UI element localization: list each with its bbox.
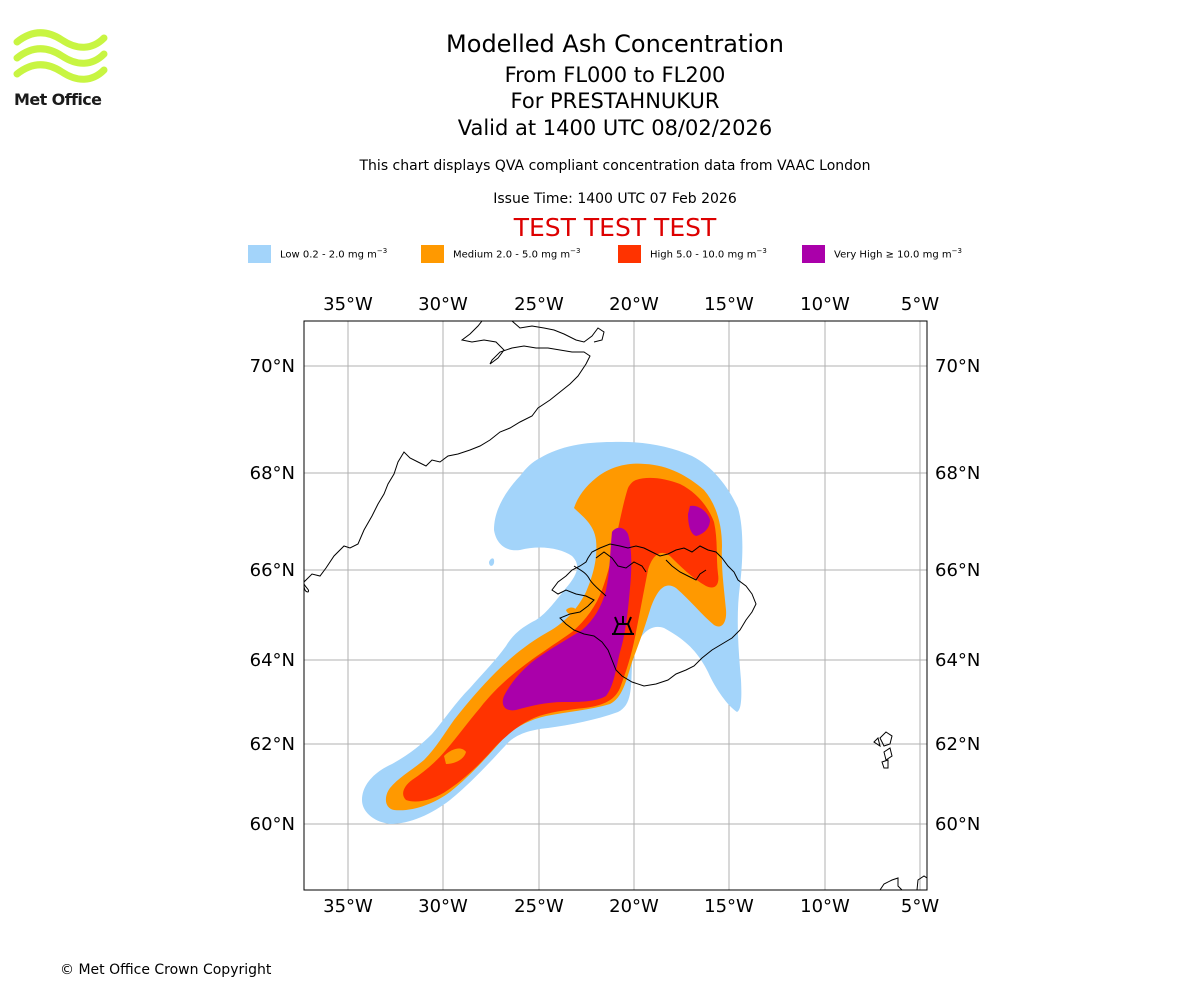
lat-label-left: 60°N	[250, 814, 295, 835]
lat-label-left: 62°N	[250, 734, 295, 755]
lon-label-top: 10°W	[800, 294, 850, 315]
legend-swatch-medium	[421, 244, 444, 263]
met-office-waves-icon	[13, 29, 108, 83]
lat-labels-left: 70°N 68°N 66°N 64°N 62°N 60°N	[250, 356, 295, 835]
lat-label-right: 62°N	[935, 734, 980, 755]
lon-labels-bottom: 35°W 30°W 25°W 20°W 15°W 10°W 5°W	[323, 896, 939, 917]
flight-level-range: From FL000 to FL200	[504, 63, 726, 87]
lat-label-left: 66°N	[250, 560, 295, 581]
valid-time: Valid at 1400 UTC 08/02/2026	[457, 116, 773, 140]
legend-low: Low 0.2 - 2.0 mg m−3	[248, 244, 387, 263]
lon-label-bottom: 30°W	[418, 896, 468, 917]
chart-description: This chart displays QVA compliant concen…	[359, 158, 871, 174]
lon-labels-top: 35°W 30°W 25°W 20°W 15°W 10°W 5°W	[323, 294, 939, 315]
lat-label-right: 64°N	[935, 650, 980, 671]
legend-high: High 5.0 - 10.0 mg m−3	[618, 244, 767, 263]
legend-label-high: High 5.0 - 10.0 mg m−3	[650, 246, 767, 261]
test-banner: TEST TEST TEST	[513, 213, 717, 242]
legend-very-high: Very High ≥ 10.0 mg m−3	[802, 244, 962, 263]
lon-label-top: 25°W	[514, 294, 564, 315]
lat-label-left: 70°N	[250, 356, 295, 377]
copyright-notice: © Met Office Crown Copyright	[60, 962, 272, 978]
volcano-marker	[612, 616, 634, 635]
scotland-coastline	[879, 877, 903, 890]
volcano-name: For PRESTAHNUKUR	[510, 89, 720, 113]
issue-time: Issue Time: 1400 UTC 07 Feb 2026	[493, 191, 737, 207]
lat-label-right: 60°N	[935, 814, 980, 835]
coastlines	[304, 321, 927, 890]
ash-very-high-region	[502, 505, 710, 711]
legend-label-medium: Medium 2.0 - 5.0 mg m−3	[453, 246, 581, 261]
lon-label-top: 15°W	[704, 294, 754, 315]
iceland-coastline	[551, 543, 757, 687]
lon-label-bottom: 15°W	[704, 896, 754, 917]
lon-label-top: 35°W	[323, 294, 373, 315]
greenland-coastline	[304, 321, 591, 583]
lat-label-left: 68°N	[250, 463, 295, 484]
lon-label-bottom: 10°W	[800, 896, 850, 917]
legend-medium: Medium 2.0 - 5.0 mg m−3	[421, 244, 580, 263]
lat-label-right: 66°N	[935, 560, 980, 581]
chart-title: Modelled Ash Concentration	[446, 30, 784, 58]
legend-swatch-very-high	[802, 244, 825, 263]
lon-label-bottom: 25°W	[514, 896, 564, 917]
lat-labels-right: 70°N 68°N 66°N 64°N 62°N 60°N	[935, 356, 980, 835]
lon-label-top: 5°W	[901, 294, 939, 315]
lon-label-bottom: 5°W	[901, 896, 939, 917]
lon-label-top: 20°W	[609, 294, 659, 315]
ash-high-region	[403, 477, 719, 802]
met-office-logo: Met Office	[12, 28, 112, 118]
legend-label-very-high: Very High ≥ 10.0 mg m−3	[834, 246, 962, 261]
legend-swatch-high	[618, 244, 641, 263]
faroe-islands	[879, 731, 893, 747]
lat-label-left: 64°N	[250, 650, 295, 671]
lat-label-right: 70°N	[935, 356, 980, 377]
lon-label-top: 30°W	[418, 294, 468, 315]
lon-label-bottom: 20°W	[609, 896, 659, 917]
map-frame	[303, 320, 928, 891]
legend-swatch-low	[248, 244, 271, 263]
met-office-logo-text: Met Office	[14, 90, 102, 109]
lat-label-right: 68°N	[935, 463, 980, 484]
legend-label-low: Low 0.2 - 2.0 mg m−3	[280, 246, 388, 261]
lon-label-bottom: 35°W	[323, 896, 373, 917]
